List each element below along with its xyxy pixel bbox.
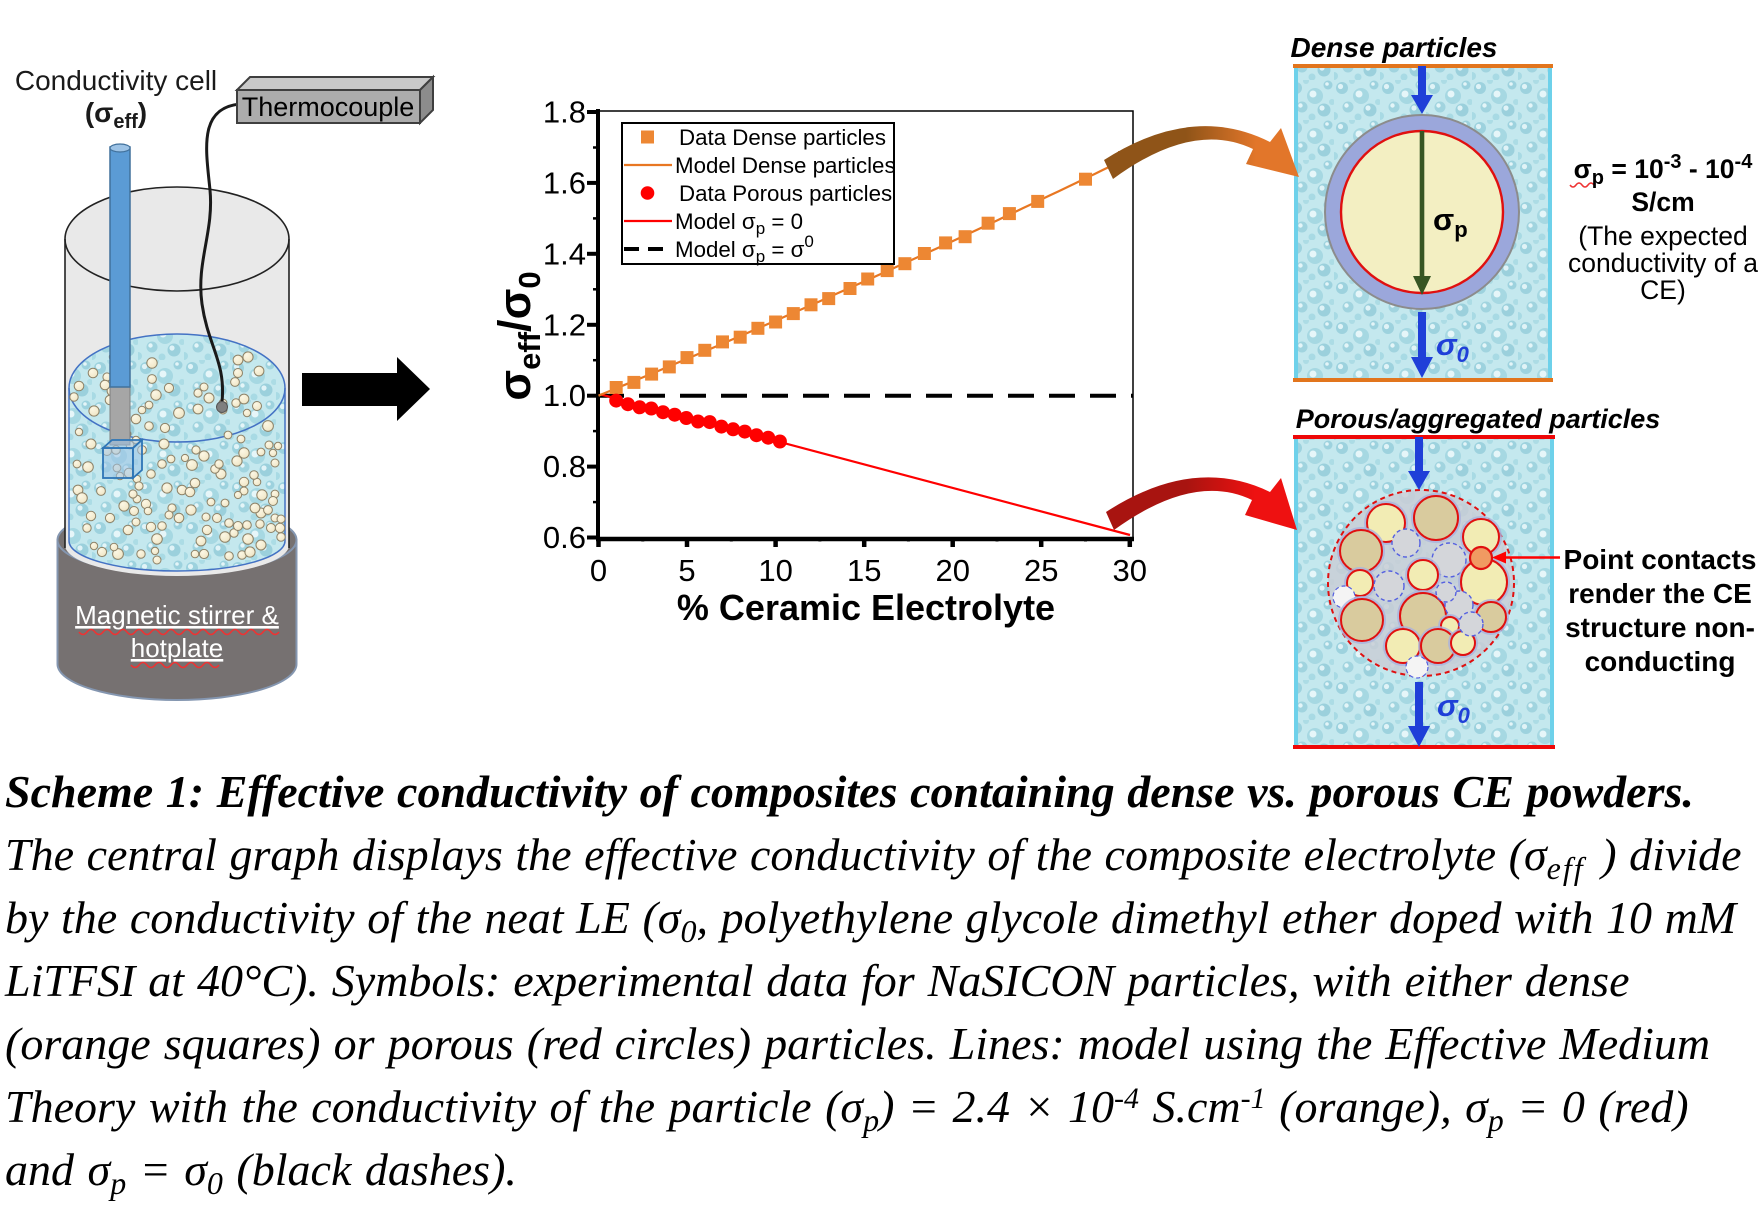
svg-text:Thermocouple: Thermocouple (242, 92, 415, 122)
svg-text:Model σp = σ0: Model σp = σ0 (675, 232, 814, 266)
svg-text:render the CE: render the CE (1568, 578, 1752, 609)
svg-text:structure non-: structure non- (1565, 612, 1755, 643)
svg-text:25: 25 (1024, 553, 1058, 588)
svg-text:1.4: 1.4 (543, 236, 586, 271)
svg-text:15: 15 (847, 553, 881, 588)
svg-text:Data Porous particles: Data Porous particles (679, 181, 892, 206)
svg-text:Data Dense particles: Data Dense particles (679, 125, 886, 150)
svg-text:Model Dense particles: Model Dense particles (675, 153, 896, 178)
svg-text:1.8: 1.8 (543, 95, 586, 130)
svg-text:10: 10 (758, 553, 792, 588)
svg-text:0.6: 0.6 (543, 520, 586, 555)
svg-text:0: 0 (590, 553, 607, 588)
svg-text:conductivity of a: conductivity of a (1568, 248, 1758, 278)
svg-text:Porous/aggregated particles: Porous/aggregated particles (1296, 404, 1661, 434)
svg-text:Model σp = 0: Model σp = 0 (675, 209, 803, 238)
svg-text:% Ceramic Electrolyte: % Ceramic Electrolyte (677, 587, 1055, 628)
svg-text:5: 5 (678, 553, 695, 588)
svg-text:σeff/σ0: σeff/σ0 (489, 271, 547, 400)
svg-text:1.0: 1.0 (543, 378, 586, 413)
svg-text:0.8: 0.8 (543, 449, 586, 484)
svg-text:Point contacts: Point contacts (1564, 544, 1757, 575)
svg-text:S/cm: S/cm (1631, 187, 1694, 217)
svg-text:1.6: 1.6 (543, 165, 586, 200)
svg-text:CE): CE) (1640, 275, 1686, 305)
svg-text:30: 30 (1113, 553, 1147, 588)
svg-text:hotplate: hotplate (131, 633, 224, 663)
svg-text:Conductivity cell: Conductivity cell (15, 65, 217, 96)
svg-text:(σeff): (σeff) (85, 97, 147, 133)
svg-text:conducting: conducting (1585, 646, 1736, 677)
svg-text:1.2: 1.2 (543, 307, 586, 342)
svg-text:σp = 10-3 - 10-4: σp = 10-3 - 10-4 (1574, 151, 1754, 189)
svg-text:Magnetic stirrer &: Magnetic stirrer & (75, 600, 279, 630)
svg-text:Dense particles: Dense particles (1291, 32, 1498, 63)
svg-text:(The expected: (The expected (1578, 221, 1747, 251)
svg-text:20: 20 (935, 553, 969, 588)
